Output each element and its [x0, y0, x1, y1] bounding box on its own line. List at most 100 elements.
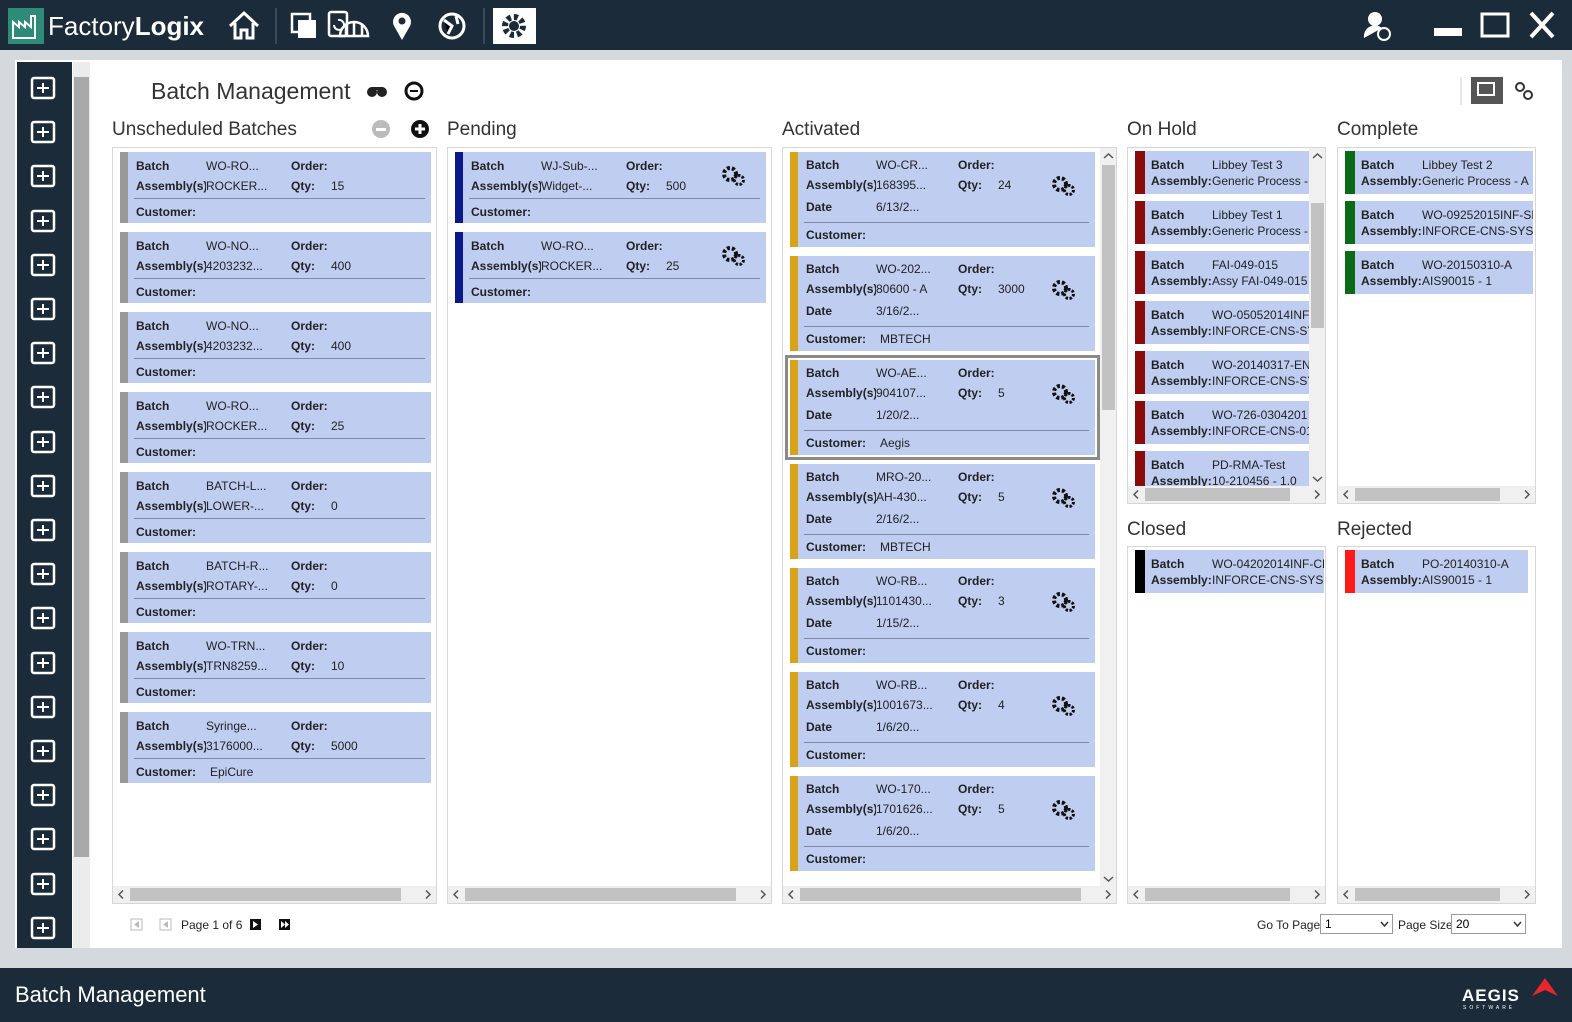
batch-card[interactable]: Batch WO-TRN... Assembly(s) TRN8259... Order… — [120, 632, 431, 703]
order-label: Order: — [958, 782, 995, 796]
horizontal-scrollbar[interactable] — [1128, 886, 1325, 903]
batch-label: Batch — [1361, 158, 1395, 172]
assembly-value: ROTARY-... — [206, 579, 268, 593]
refresh-icon[interactable] — [404, 81, 424, 101]
batch-card[interactable]: Batch WO-RO... Assembly(s) ROCKER... Order: Q… — [120, 152, 431, 223]
horizontal-scrollbar[interactable] — [113, 886, 436, 903]
batch-card[interactable]: Batch WO-AE... Assembly(s) 904107... Date 1/2… — [785, 355, 1100, 460]
nav-icon[interactable] — [29, 604, 59, 632]
nav-icon[interactable] — [29, 516, 59, 544]
batch-card[interactable]: Batch WO-NO... Assembly(s) 4203232... Order:… — [120, 232, 431, 303]
nav-icon[interactable] — [29, 914, 59, 942]
gear-icon[interactable] — [1051, 382, 1077, 406]
nav-icon[interactable] — [29, 118, 59, 146]
nav-icon[interactable] — [29, 472, 59, 500]
gear-icon[interactable] — [1051, 174, 1077, 198]
batch-card[interactable]: Batch BATCH-R... Assembly(s) ROTARY-... Orde… — [120, 552, 431, 623]
page-size-input[interactable]: 20 — [1451, 914, 1526, 934]
gear-icon[interactable] — [721, 164, 747, 188]
batch-card[interactable]: Batch WO-09252015INF-SP Assembly: INFORCE-C… — [1345, 201, 1533, 244]
sidebar-scrollbar[interactable] — [73, 62, 90, 948]
gear-icon[interactable] — [1051, 486, 1077, 510]
nav-icon[interactable] — [29, 207, 59, 235]
globe-icon[interactable] — [438, 12, 466, 40]
batch-card[interactable]: Batch WO-RB... Assembly(s) 1101430... Date 1/… — [790, 568, 1095, 663]
batch-card[interactable]: Batch WO-NO... Assembly(s) 4203232... Order:… — [120, 312, 431, 383]
batch-card[interactable]: Batch PO-20140310-A Assembly: AIS90015 - 1 — [1345, 550, 1528, 593]
batch-card[interactable]: Batch WO-170... Assembly(s) 1701626... Date 1… — [790, 776, 1095, 871]
gear-icon[interactable] — [1051, 694, 1077, 718]
batch-card[interactable]: Batch WO-CR... Assembly(s) 168395... Date 6/1… — [790, 152, 1095, 247]
nav-icon[interactable] — [29, 693, 59, 721]
batch-card[interactable]: Batch WO-04202014INF-CN Assembly: INFORCE-C… — [1135, 550, 1324, 593]
batch-value: Syringe... — [206, 719, 257, 733]
batch-card[interactable]: Batch MRO-20... Assembly(s) AH-430... Date 2/… — [790, 464, 1095, 559]
user-icon[interactable] — [1368, 12, 1382, 26]
batch-card[interactable]: Batch Libbey Test 1 Assembly: Generic Proce… — [1135, 201, 1309, 244]
horizontal-scrollbar[interactable] — [448, 886, 771, 903]
nav-icon[interactable] — [29, 383, 59, 411]
batch-card[interactable]: Batch Libbey Test 3 Assembly: Generic Proce… — [1135, 151, 1309, 194]
horizontal-scrollbar[interactable] — [783, 886, 1116, 903]
nav-icon[interactable] — [29, 560, 59, 588]
gear-icon[interactable] — [1051, 278, 1077, 302]
nav-icon[interactable] — [29, 649, 59, 677]
batch-card[interactable]: Batch PD-RMA-Test Assembly: 10-210456 - 1.0 — [1135, 451, 1309, 487]
board-view[interactable] — [1471, 77, 1503, 104]
qty-label: Qty: — [291, 579, 315, 593]
separator — [804, 534, 1089, 535]
goto-input[interactable]: 1 — [1320, 914, 1393, 934]
vertical-scrollbar[interactable] — [1100, 148, 1117, 887]
settings-icon[interactable] — [502, 14, 526, 38]
customer-label: Customer: — [136, 605, 197, 619]
batch-card[interactable]: Batch BATCH-L... Assembly(s) LOWER-... Order… — [120, 472, 431, 543]
status-bar — [790, 568, 798, 663]
pager-first-prev[interactable] — [128, 917, 178, 933]
horizontal-scrollbar[interactable] — [1338, 486, 1535, 503]
batch-card[interactable]: Batch Syringe... Assembly(s) 3176000... Orde… — [120, 712, 431, 783]
separator — [804, 222, 1089, 223]
nav-icon[interactable] — [29, 737, 59, 765]
batch-card[interactable]: Batch WO-20140317-EN Assembly: INFORCE-CNS-… — [1135, 351, 1309, 394]
batch-card[interactable]: Batch FAI-049-015 Assembly: Assy FAI-049-01… — [1135, 251, 1309, 294]
page-size-dropdown[interactable] — [1510, 915, 1525, 933]
batch-card[interactable]: Batch WO-20150310-A Assembly: AIS90015 - 1 — [1345, 251, 1533, 294]
maximize-button[interactable] — [1480, 12, 1510, 38]
batch-card[interactable]: Batch Libbey Test 2 Assembly: Generic Proce… — [1345, 151, 1533, 194]
pager-next-last[interactable] — [247, 917, 297, 933]
gear-icon[interactable] — [1051, 798, 1077, 822]
nav-icon[interactable] — [29, 295, 59, 323]
batch-icon[interactable] — [326, 10, 356, 40]
batch-value: WO-05052014INF — [1212, 308, 1309, 322]
horizontal-scrollbar[interactable] — [1338, 886, 1535, 903]
batch-card[interactable]: Batch WO-RO... Assembly(s) ROCKER... Order: Q… — [455, 232, 766, 303]
nav-icon[interactable] — [29, 162, 59, 190]
nav-icon[interactable] — [29, 74, 59, 102]
nav-icon[interactable] — [29, 251, 59, 279]
home-icon[interactable] — [228, 10, 260, 40]
minimize-button[interactable] — [1434, 28, 1462, 36]
location-icon[interactable] — [393, 12, 411, 40]
gear-icon[interactable] — [721, 244, 747, 268]
close-button[interactable] — [1529, 11, 1555, 39]
qty-label: Qty: — [291, 339, 315, 353]
assembly-value: 80600 - A — [876, 282, 928, 296]
batch-card[interactable]: Batch WO-05052014INF Assembly: INFORCE-CNS-… — [1135, 301, 1309, 344]
batch-card[interactable]: Batch WO-726-0304201 Assembly: INFORCE-CNS-… — [1135, 401, 1309, 444]
nav-icon[interactable] — [29, 781, 59, 809]
assembly-label: Assembly(s) — [136, 419, 206, 433]
batch-card[interactable]: Batch WO-202... Assembly(s) 80600 - A Date 3/… — [790, 256, 1095, 351]
batch-card[interactable]: Batch WO-RB... Assembly(s) 1001673... Date 1/… — [790, 672, 1095, 767]
horizontal-scrollbar[interactable] — [1128, 486, 1325, 503]
vertical-scrollbar[interactable] — [1309, 148, 1326, 487]
batch-card[interactable]: Batch WJ-Sub-... Assembly(s) Widget-... Orde… — [455, 152, 766, 223]
nav-icon[interactable] — [29, 825, 59, 853]
goto-dropdown[interactable] — [1377, 915, 1392, 933]
nav-icon[interactable] — [29, 870, 59, 898]
nav-icon[interactable] — [29, 339, 59, 367]
batch-card[interactable]: Batch WO-RO... Assembly(s) ROCKER... Order: Q… — [120, 392, 431, 463]
nav-icon[interactable] — [29, 428, 59, 456]
gear-icon[interactable] — [1051, 590, 1077, 614]
link-icon[interactable] — [1515, 82, 1525, 92]
